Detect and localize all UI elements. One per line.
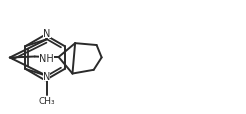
Text: CH₃: CH₃ [39,96,55,105]
Text: N: N [43,29,51,39]
Text: NH: NH [39,54,54,63]
Text: N: N [43,71,50,81]
